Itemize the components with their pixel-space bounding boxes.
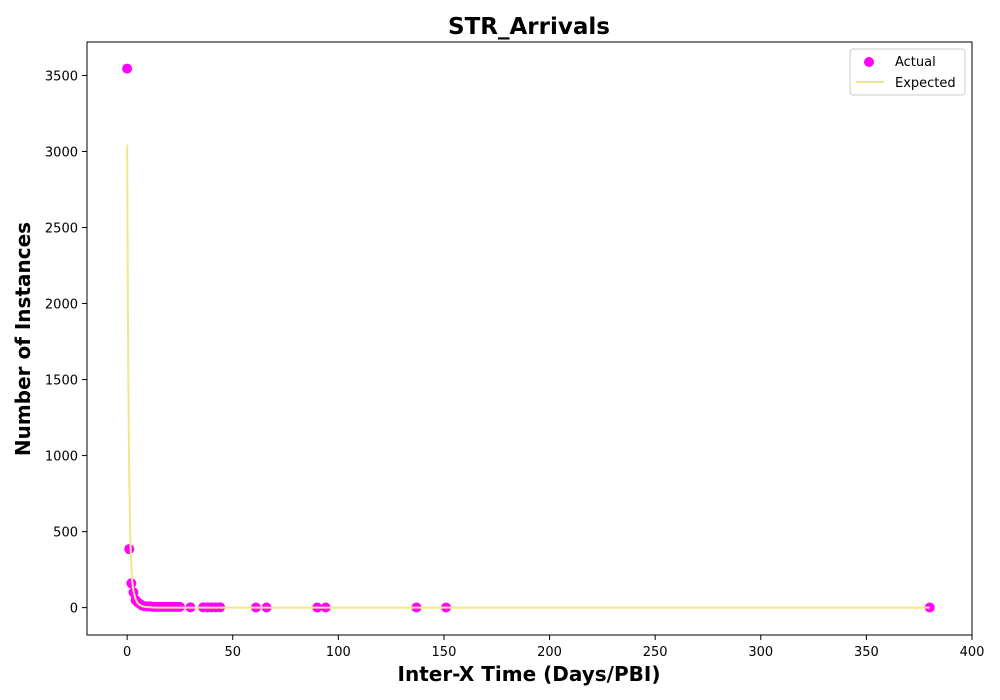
y-tick-label: 1500 xyxy=(45,374,78,389)
x-tick-label: 150 xyxy=(432,645,457,660)
y-axis-title: Number of Instances xyxy=(11,222,35,456)
x-tick-label: 250 xyxy=(643,645,668,660)
x-axis-title: Inter-X Time (Days/PBI) xyxy=(398,662,661,686)
y-tick-label: 0 xyxy=(70,602,78,617)
legend-label-actual: Actual xyxy=(895,55,936,70)
y-tick-label: 3000 xyxy=(45,145,78,160)
x-tick-label: 0 xyxy=(123,645,131,660)
y-tick-label: 1000 xyxy=(45,450,78,465)
x-tick-label: 300 xyxy=(748,645,773,660)
x-tick-label: 350 xyxy=(854,645,879,660)
plot-content xyxy=(122,63,935,613)
x-tick-label: 200 xyxy=(537,645,562,660)
x-axis: 0 50 100 150 200 250 300 350 400 xyxy=(123,635,984,660)
legend-label-expected: Expected xyxy=(895,76,956,91)
y-axis: 0 500 1000 1500 2000 2500 3000 3500 xyxy=(45,69,87,617)
y-tick-label: 2500 xyxy=(45,222,78,237)
x-tick-label: 400 xyxy=(960,645,985,660)
chart-title: STR_Arrivals xyxy=(448,14,610,40)
actual-point xyxy=(124,544,135,555)
y-tick-label: 2000 xyxy=(45,298,78,313)
x-tick-label: 100 xyxy=(326,645,351,660)
actual-point xyxy=(122,63,133,74)
actual-point xyxy=(126,578,137,589)
y-tick-label: 3500 xyxy=(45,69,78,84)
legend-box xyxy=(849,48,966,96)
legend-marker-actual xyxy=(864,57,874,67)
plot-area xyxy=(86,41,973,636)
legend: Actual Expected xyxy=(849,48,966,96)
expected-line xyxy=(126,144,930,609)
y-tick-label: 500 xyxy=(53,526,78,541)
x-tick-label: 50 xyxy=(224,645,241,660)
